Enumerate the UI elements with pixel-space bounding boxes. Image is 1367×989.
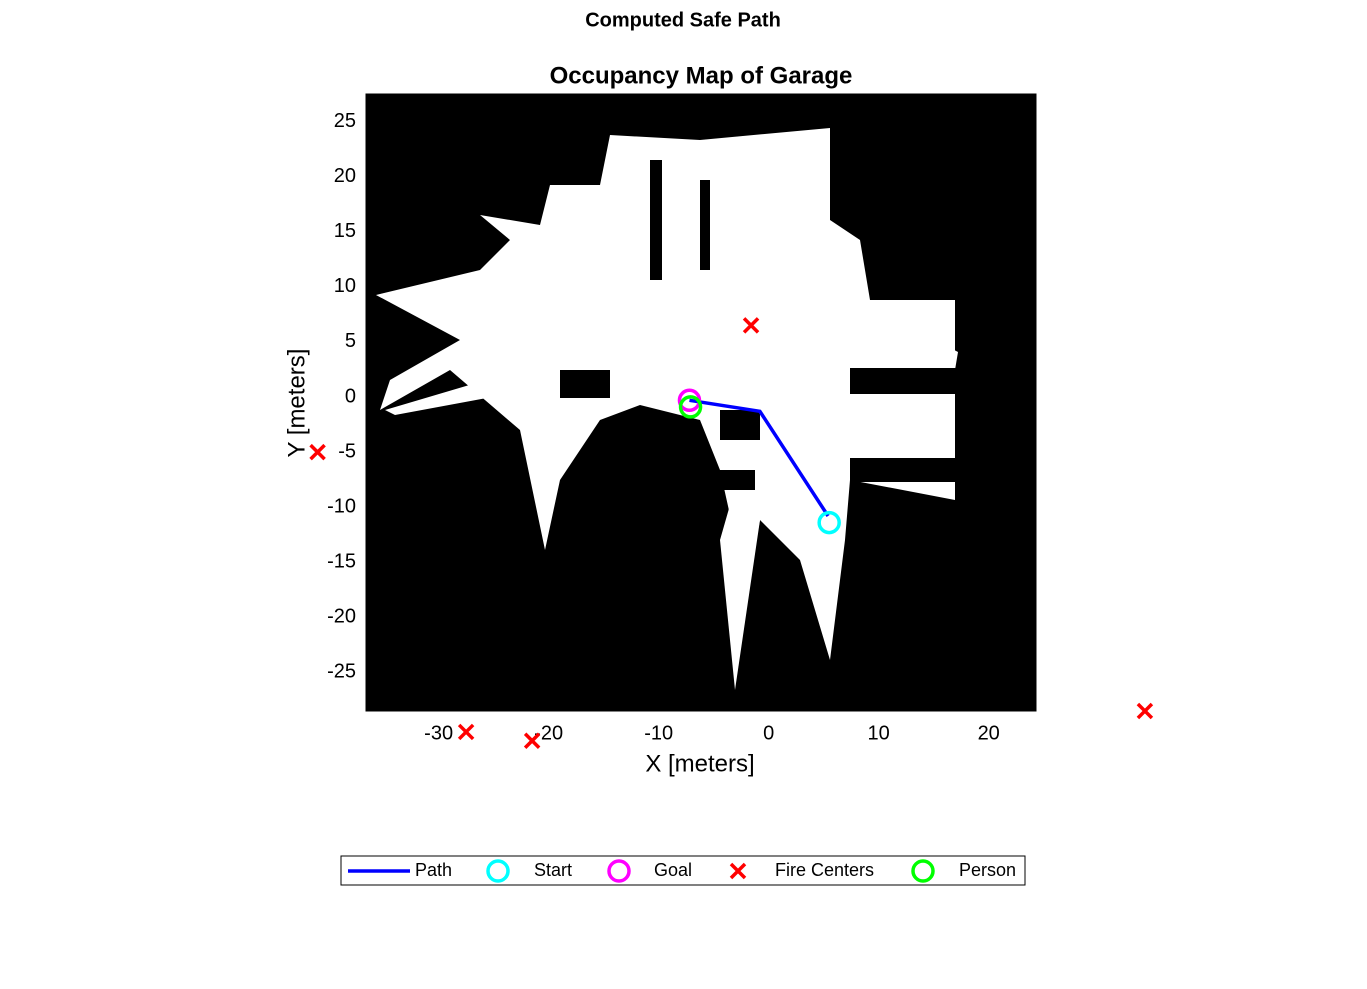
legend-swatch [729, 862, 747, 880]
y-tick-label: 10 [334, 275, 356, 297]
free-space [376, 128, 958, 690]
obstacles [560, 160, 960, 490]
y-tick-label: 15 [334, 220, 356, 242]
marker [1136, 702, 1154, 720]
x-tick-label: -30 [424, 722, 453, 744]
x-tick-label: 0 [763, 722, 774, 744]
marker [523, 732, 541, 749]
marker [742, 317, 760, 334]
x-axis-label: X [meters] [645, 750, 754, 777]
y-tick-label: 0 [345, 385, 356, 407]
y-axis-label: Y [meters] [283, 349, 310, 458]
x-tick-label: 20 [978, 722, 1000, 744]
path-line [689, 398, 830, 517]
axes-title: Occupancy Map of Garage [550, 62, 853, 89]
y-tick-label: -10 [327, 495, 356, 517]
marker [457, 723, 475, 741]
x-tick-label: 10 [868, 722, 890, 744]
legend-box [340, 855, 1026, 886]
figure-title: Computed Safe Path [585, 9, 781, 31]
marker [678, 395, 703, 419]
y-tick-label: 25 [334, 110, 356, 132]
legend-label: Person [959, 860, 1016, 880]
y-tick-label: -5 [338, 440, 356, 462]
legend-swatch [607, 859, 631, 883]
y-tick-label: 20 [334, 165, 356, 187]
legend-label: Start [534, 860, 572, 880]
legend-label: Fire Centers [775, 860, 874, 880]
legend-label: Goal [654, 860, 692, 880]
y-tick-label: 5 [345, 330, 356, 352]
y-tick-label: -20 [327, 606, 356, 628]
x-tick-label: -10 [644, 722, 673, 744]
marker [309, 443, 326, 461]
x-tick-label: -20 [534, 722, 563, 744]
legend-swatch [911, 859, 935, 883]
marker [817, 510, 841, 535]
axes-box [365, 93, 1037, 712]
legend-swatch [486, 859, 510, 883]
legend-label: Path [415, 860, 452, 880]
y-tick-label: -25 [327, 661, 356, 683]
y-tick-label: -15 [327, 551, 356, 573]
